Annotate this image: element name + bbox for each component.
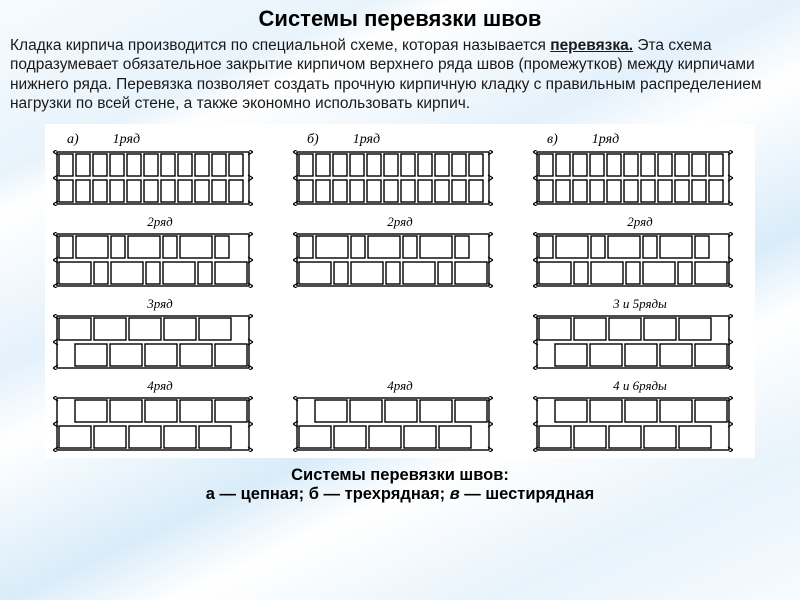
intro-paragraph: Кладка кирпича производится по специальн… xyxy=(0,36,800,114)
diagram-cell: 4ряд xyxy=(53,378,267,452)
diagram-cell: 2ряд xyxy=(293,214,507,288)
diagram-cell: 3 и 5ряды xyxy=(533,296,747,370)
row-label: в)1ряд xyxy=(547,132,747,148)
row-label: 4ряд xyxy=(293,378,507,394)
diagram-cell: 2ряд xyxy=(53,214,267,288)
diagram-cell: а)1ряд xyxy=(53,132,267,206)
row-label: б)1ряд xyxy=(307,132,507,148)
intro-pre: Кладка кирпича производится по специальн… xyxy=(10,37,550,54)
row-label: 4 и 6ряды xyxy=(533,378,747,394)
diagram-cell: 4ряд xyxy=(293,378,507,452)
page-title: Системы перевязки швов xyxy=(0,6,800,32)
diagram-cell xyxy=(293,296,507,370)
row-label: 2ряд xyxy=(533,214,747,230)
caption-line2: а — цепная; б — трехрядная; в — шестиряд… xyxy=(0,485,800,504)
row-label: 2ряд xyxy=(53,214,267,230)
row-label: 3 и 5ряды xyxy=(533,296,747,312)
row-label: а)1ряд xyxy=(67,132,267,148)
diagram-cell: 4 и 6ряды xyxy=(533,378,747,452)
term-perevyazka: перевязка. xyxy=(550,37,633,54)
diagram-cell: 2ряд xyxy=(533,214,747,288)
diagram-cell: 3ряд xyxy=(53,296,267,370)
diagram-cell: б)1ряд xyxy=(293,132,507,206)
bonding-diagram: а)1ряд б)1ряд в)1ряд 2ряд 2ряд 2ряд 3ряд 3 и 5р… xyxy=(45,124,755,458)
row-label: 3ряд xyxy=(53,296,267,312)
row-label: 2ряд xyxy=(293,214,507,230)
diagram-cell: в)1ряд xyxy=(533,132,747,206)
caption-line1: Системы перевязки швов: xyxy=(0,466,800,485)
row-label: 4ряд xyxy=(53,378,267,394)
figure-caption: Системы перевязки швов: а — цепная; б — … xyxy=(0,466,800,504)
